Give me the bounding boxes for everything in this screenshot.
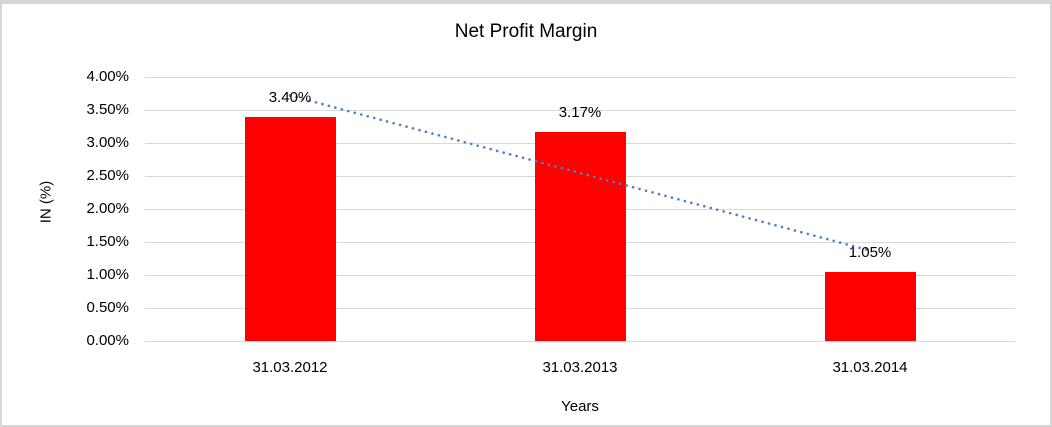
y-axis-tick-label: 1.50% bbox=[86, 233, 129, 250]
x-axis-tick-label: 31.03.2012 bbox=[252, 359, 328, 376]
chart-title: Net Profit Margin bbox=[454, 21, 598, 42]
y-axis-tick-label: 0.00% bbox=[86, 332, 129, 349]
y-axis-tick-label: 3.00% bbox=[86, 134, 129, 151]
gridline bbox=[145, 340, 1015, 342]
y-axis-tick-label: 0.50% bbox=[86, 299, 129, 316]
bar-31.03.2013 bbox=[534, 131, 626, 341]
bar-31.03.2014 bbox=[824, 271, 916, 341]
x-axis-tick-label: 31.03.2013 bbox=[542, 359, 618, 376]
y-axis-tick-label: 4.00% bbox=[86, 68, 129, 85]
y-axis-tick-label: 3.50% bbox=[86, 101, 129, 118]
bar-data-label: 3.40% bbox=[268, 88, 312, 106]
plot-area: 3.40% 3.17% 1.05% bbox=[145, 76, 1015, 342]
y-axis-tick-label: 2.00% bbox=[86, 200, 129, 217]
bar-31.03.2012 bbox=[244, 116, 336, 341]
bar-data-label: 1.05% bbox=[848, 243, 892, 261]
gridline bbox=[145, 76, 1015, 78]
y-axis-tick-label: 2.50% bbox=[86, 167, 129, 184]
x-axis-title: Years bbox=[561, 398, 599, 415]
bar-data-label: 3.17% bbox=[558, 103, 602, 121]
x-axis-tick-label: 31.03.2014 bbox=[832, 359, 908, 376]
y-axis-tick-label: 1.00% bbox=[86, 266, 129, 283]
